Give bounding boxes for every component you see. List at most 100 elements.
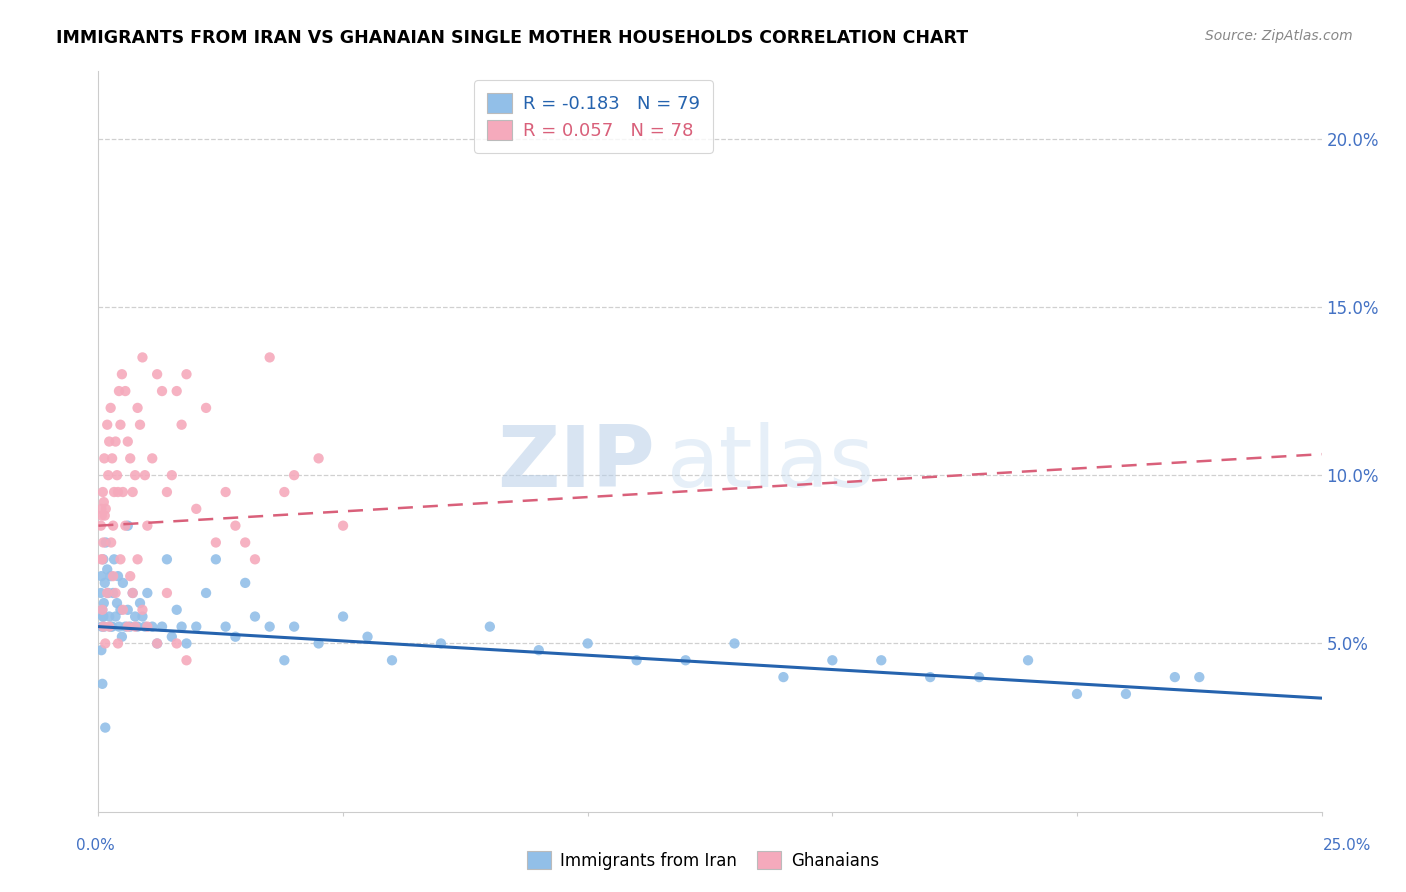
Point <box>233 575 256 590</box>
Point <box>93 451 115 466</box>
Point <box>94 721 117 735</box>
Point <box>97 468 120 483</box>
Point <box>576 636 599 650</box>
Point <box>93 495 115 509</box>
Point <box>114 384 136 398</box>
Point <box>259 351 281 365</box>
Point <box>90 518 112 533</box>
Point <box>160 468 183 483</box>
Point <box>103 552 125 566</box>
Point <box>90 508 112 523</box>
Point <box>127 619 149 633</box>
Point <box>93 619 115 633</box>
Point <box>156 552 179 566</box>
Point <box>478 619 501 633</box>
Point <box>146 368 169 382</box>
Point <box>104 434 127 449</box>
Point <box>121 485 143 500</box>
Point <box>430 636 453 650</box>
Point <box>166 384 188 398</box>
Point <box>94 501 117 516</box>
Point <box>107 485 129 500</box>
Point <box>111 603 134 617</box>
Point <box>129 596 152 610</box>
Point <box>224 518 246 533</box>
Point <box>101 569 124 583</box>
Point <box>176 636 198 650</box>
Point <box>103 485 125 500</box>
Point <box>114 619 136 633</box>
Point <box>141 451 163 466</box>
Point <box>104 609 127 624</box>
Point <box>233 535 256 549</box>
Point <box>114 518 136 533</box>
Point <box>176 653 198 667</box>
Point <box>91 535 114 549</box>
Point <box>91 552 114 566</box>
Point <box>150 619 173 633</box>
Point <box>100 401 122 415</box>
Point <box>96 586 118 600</box>
Point <box>117 518 139 533</box>
Point <box>131 351 153 365</box>
Point <box>117 619 139 633</box>
Point <box>124 609 146 624</box>
Point <box>772 670 794 684</box>
Point <box>108 384 131 398</box>
Point <box>332 609 354 624</box>
Point <box>186 619 208 633</box>
Point <box>243 552 266 566</box>
Point <box>91 603 114 617</box>
Point <box>166 603 188 617</box>
Point <box>100 619 122 633</box>
Point <box>273 653 295 667</box>
Point <box>136 619 159 633</box>
Point <box>146 636 169 650</box>
Point <box>214 619 236 633</box>
Point <box>170 417 193 432</box>
Point <box>111 575 134 590</box>
Point <box>160 630 183 644</box>
Point <box>527 643 550 657</box>
Point <box>98 609 121 624</box>
Point <box>101 586 124 600</box>
Point <box>121 586 143 600</box>
Point <box>105 468 128 483</box>
Point <box>205 535 228 549</box>
Point <box>98 434 121 449</box>
Point <box>111 485 134 500</box>
Text: 25.0%: 25.0% <box>1323 838 1371 853</box>
Point <box>105 596 128 610</box>
Point <box>120 451 142 466</box>
Point <box>101 451 124 466</box>
Legend: R = -0.183   N = 79, R = 0.057   N = 78: R = -0.183 N = 79, R = 0.057 N = 78 <box>474 80 713 153</box>
Point <box>101 619 124 633</box>
Point <box>96 562 118 576</box>
Point <box>120 569 142 583</box>
Point <box>308 451 330 466</box>
Point <box>150 384 173 398</box>
Point <box>90 643 112 657</box>
Point <box>91 677 114 691</box>
Point <box>91 619 114 633</box>
Point <box>308 636 330 650</box>
Point <box>96 417 118 432</box>
Point <box>90 501 112 516</box>
Point <box>90 619 112 633</box>
Point <box>117 434 139 449</box>
Point <box>97 586 120 600</box>
Point <box>332 518 354 533</box>
Text: IMMIGRANTS FROM IRAN VS GHANAIAN SINGLE MOTHER HOUSEHOLDS CORRELATION CHART: IMMIGRANTS FROM IRAN VS GHANAIAN SINGLE … <box>56 29 969 46</box>
Point <box>91 552 114 566</box>
Text: 0.0%: 0.0% <box>76 838 115 853</box>
Point <box>110 603 132 617</box>
Point <box>91 603 114 617</box>
Point <box>136 518 159 533</box>
Text: Source: ZipAtlas.com: Source: ZipAtlas.com <box>1205 29 1353 43</box>
Point <box>1115 687 1137 701</box>
Point <box>170 619 193 633</box>
Point <box>156 586 179 600</box>
Point <box>156 485 179 500</box>
Point <box>273 485 295 500</box>
Point <box>90 569 112 583</box>
